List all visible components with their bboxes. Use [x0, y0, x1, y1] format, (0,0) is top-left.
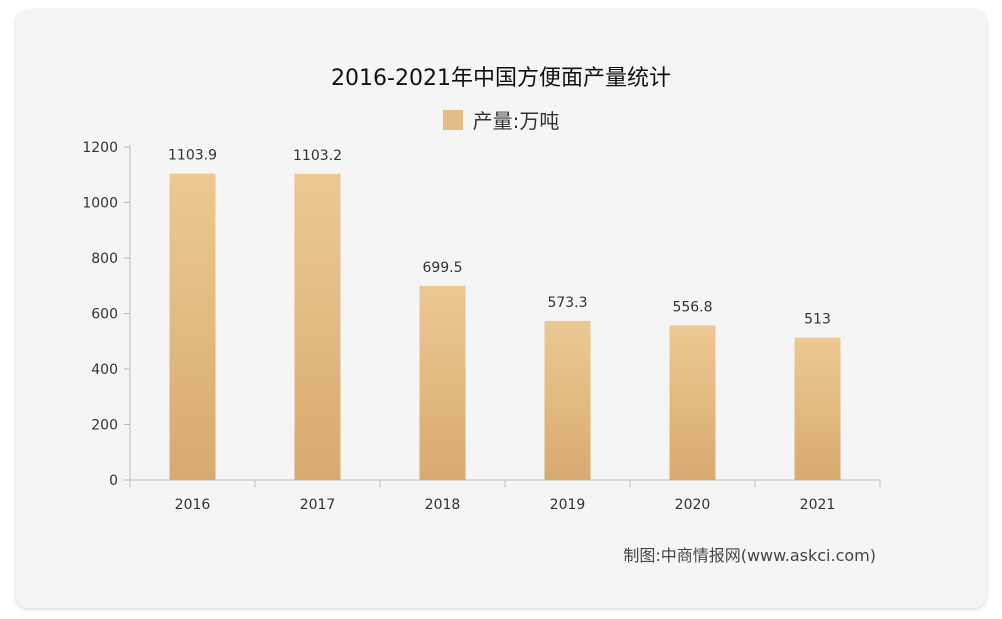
y-tick-label: 400: [91, 362, 118, 378]
data-label-2019: 573.3: [547, 295, 587, 311]
legend-swatch: [442, 109, 463, 130]
bar-2016: [169, 173, 216, 480]
data-label-2021: 513: [804, 312, 831, 328]
x-axis: 2016 2017 2018 2019 2020 2021: [129, 479, 881, 513]
bars: 1103.9 1103.2 699.5 573.3 556.8 513: [168, 148, 841, 480]
chart-legend: 产量:万吨: [16, 105, 986, 134]
data-label-2017: 1103.2: [293, 148, 342, 164]
chart-title: 2016-2021年中国方便面产量统计: [331, 66, 671, 91]
legend-label: 产量:万吨: [472, 109, 560, 133]
y-tick-label: 1000: [82, 196, 118, 212]
x-tick-label: 2016: [175, 497, 211, 513]
y-tick-label: 1200: [82, 140, 118, 156]
y-tick-label: 0: [109, 473, 118, 489]
chart-card: 2016-2021年中国方便面产量统计 产量:万吨 0 200 400 600 800 1…: [16, 10, 986, 608]
y-tick-label: 200: [91, 418, 118, 434]
bar-2018: [419, 285, 466, 480]
bar-2017: [294, 173, 341, 480]
bar-2019: [544, 320, 591, 480]
bar-2020: [669, 325, 716, 480]
bar-2021: [794, 337, 841, 480]
data-label-2016: 1103.9: [168, 148, 217, 164]
x-tick-label: 2020: [675, 497, 711, 513]
x-tick-label: 2017: [300, 497, 336, 513]
x-tick-label: 2019: [550, 497, 586, 513]
data-label-2018: 699.5: [422, 260, 462, 276]
y-tick-label: 800: [91, 251, 118, 267]
x-tick-label: 2021: [800, 497, 836, 513]
x-tick-label: 2018: [425, 497, 461, 513]
source-note: 制图:中商情报网(www.askci.com): [623, 546, 876, 565]
y-axis: 0 200 400 600 800 1000 1200: [82, 140, 131, 489]
data-label-2020: 556.8: [672, 299, 712, 315]
y-tick-label: 600: [91, 307, 118, 323]
